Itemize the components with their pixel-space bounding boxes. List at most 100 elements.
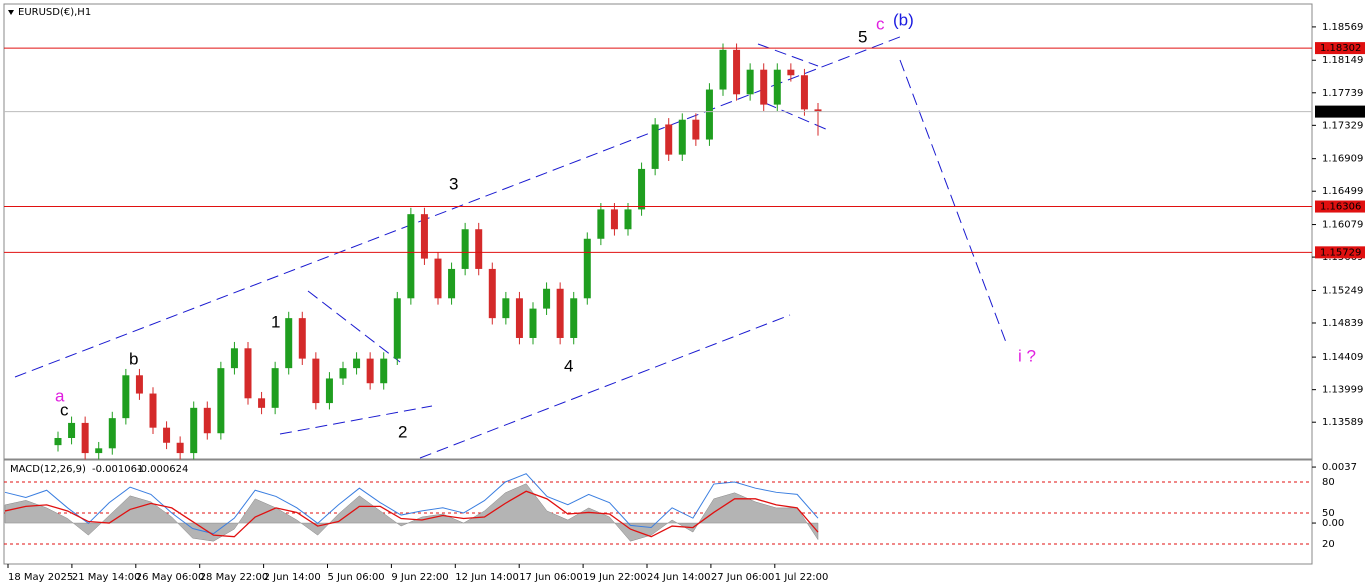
candle-body [583,238,591,299]
candle-body [217,368,225,434]
current-price-label: 1.17502 [1320,107,1361,118]
candle-body [638,168,646,210]
wave-label: 2 [398,422,407,441]
candle-body [502,298,510,319]
candle-body [624,209,632,230]
indicator-title: MACD(12,26,9) [10,464,86,475]
candle-body [705,89,713,140]
wave-label: i ? [1018,346,1036,365]
candle-body [719,49,727,90]
x-tick-label: 1 Jul 22:00 [775,572,829,583]
candle-body [95,448,103,454]
candle-body [81,422,89,454]
y2-tick-label: 50 [1322,508,1335,519]
level-label: 1.18302 [1320,43,1361,54]
level-label: 1.16306 [1320,202,1361,213]
x-tick-label: 9 Jun 22:00 [391,572,448,583]
candle-body [746,69,754,95]
y2-tick-label: 80 [1322,477,1335,488]
y-tick-label: 1.13589 [1322,417,1363,428]
x-tick-label: 26 May 06:00 [136,572,205,583]
wave-label: 4 [564,356,573,375]
y-tick-label: 1.18569 [1322,22,1363,33]
candle-body [448,268,456,299]
candle-body [488,268,496,319]
wave-label: (b) [893,10,914,29]
price-frame [3,3,1313,460]
candle-body [610,209,618,230]
wave-label: 3 [449,174,458,193]
candle-body [149,393,157,428]
y-tick-label: 1.16499 [1322,186,1363,197]
projection-line [899,59,1008,346]
candle-body [407,214,415,299]
candle-body [393,298,401,359]
candle-body [163,427,171,443]
candle-body [814,109,822,112]
wave-label: 5 [858,27,867,46]
wave-label: 1 [271,312,280,331]
candle-body [529,308,537,338]
wave-label: c [60,400,69,419]
y-tick-label: 1.16909 [1322,154,1363,165]
y-tick-label: 1.16079 [1322,220,1363,231]
candle-body [353,358,361,369]
candle-body [271,368,279,408]
candle-body [760,69,768,105]
x-tick-label: 28 May 22:00 [200,572,269,583]
level-label: 1.15729 [1320,247,1361,258]
candle-body [312,358,320,404]
candle-body [190,407,198,454]
candle-body [420,214,428,259]
macd-histogram [4,483,819,542]
y2-tick-label: 20 [1322,539,1335,550]
x-tick-label: 24 Jun 14:00 [647,572,711,583]
candle-body [678,119,686,155]
oscillator-line [4,473,819,535]
candle-body [298,318,306,359]
wave-labels: a c b 1 2 3 4 5 c (b) i ? [55,10,1036,441]
candle-body [515,298,523,338]
wave-label: b [129,349,138,368]
x-tick-label: 27 Jun 06:00 [711,572,775,583]
triangle-line [307,290,401,363]
candle-body [665,124,673,155]
x-tick-label: 17 Jun 06:00 [519,572,583,583]
candle-body [258,398,266,408]
indicator-value: -0.000624 [137,464,188,475]
x-tick-label: 19 Jun 22:00 [583,572,647,583]
wedge-line [757,43,819,67]
candle-body [176,442,184,454]
y-tick-label: 1.15249 [1322,285,1363,296]
candle-body [244,348,252,399]
candle-body [787,69,795,76]
x-tick-label: 12 Jun 14:00 [455,572,519,583]
level-tag [1315,42,1365,55]
wave-label: c [876,14,885,33]
menu-triangle[interactable] [8,10,14,15]
candle-body [461,229,469,269]
candle-body [733,49,741,95]
y-tick-label: 1.13999 [1322,385,1363,396]
candle-body [651,124,659,169]
candle-body [556,288,564,338]
wedge-line [764,102,829,131]
candle-body [54,437,62,446]
y-tick-label: 1.17739 [1322,88,1363,99]
candle-body [692,119,700,140]
signal-line [4,490,819,538]
chart-title: EURUSD(€),H1 [18,7,91,18]
x-tick-label: 18 May 2025 [8,572,73,583]
candle-body [122,375,130,419]
trendlines [14,34,1008,459]
y-tick-label: 1.17329 [1322,120,1363,131]
candle-body [325,378,333,404]
channel-lower [419,314,791,459]
channel-upper [14,34,906,378]
y-tick-label: 0.0037 [1322,462,1357,473]
triangle-line [279,405,433,435]
macd-frame [3,459,1313,565]
candle-body [800,75,808,110]
candle-body [380,358,388,384]
